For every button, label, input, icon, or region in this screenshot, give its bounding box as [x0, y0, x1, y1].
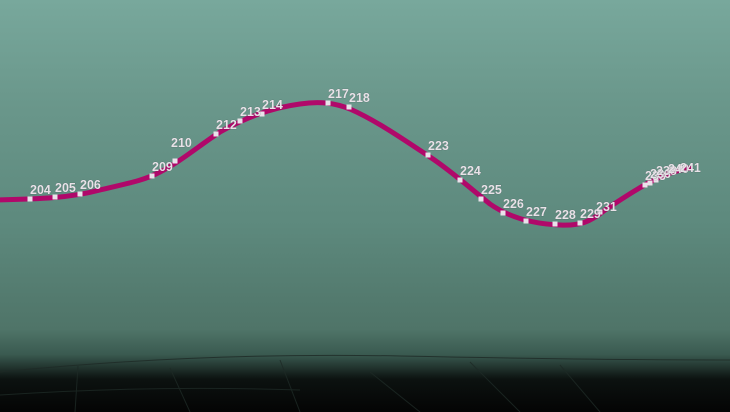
waypoint-marker: [259, 111, 265, 117]
waypoint-marker: [457, 177, 463, 183]
track-line: [0, 100, 693, 228]
waypoint-label: 212: [216, 118, 237, 132]
waypoint-label: 236: [650, 167, 671, 181]
waypoint-marker: [653, 177, 659, 183]
waypoint-label: 229: [580, 207, 601, 221]
waypoint-marker: [577, 220, 583, 226]
waypoint-marker: [500, 210, 506, 216]
waypoint-marker: [27, 196, 33, 202]
waypoint-marker: [478, 196, 484, 202]
waypoint-marker: [213, 131, 219, 137]
waypoint-label: 206: [80, 178, 101, 192]
waypoint-label: 238: [656, 164, 677, 178]
waypoint-label: 240: [668, 162, 689, 176]
waypoint-label: 226: [503, 197, 524, 211]
waypoint-marker: [642, 182, 648, 188]
waypoint-marker: [552, 221, 558, 227]
waypoint-label: 225: [481, 183, 502, 197]
waypoint-label: 205: [55, 181, 76, 195]
waypoint-marker: [52, 194, 58, 200]
waypoint-marker: [149, 173, 155, 179]
waypoint-label: 210: [171, 136, 192, 150]
waypoint-label: 241: [680, 161, 701, 175]
waypoint-marker: [237, 118, 243, 124]
waypoint-label: 223: [428, 139, 449, 153]
waypoint-marker: [425, 152, 431, 158]
waypoint-marker: [647, 180, 653, 186]
waypoint-markers: [27, 100, 683, 227]
waypoint-label: 231: [596, 200, 617, 214]
waypoint-label: 218: [349, 91, 370, 105]
waypoint-label: 214: [262, 98, 283, 112]
waypoint-label: 224: [460, 164, 481, 178]
waypoint-label: 204: [30, 183, 51, 197]
waypoint-label: 213: [240, 105, 261, 119]
waypoint-label: 217: [328, 87, 349, 101]
waypoint-label: 233: [645, 169, 666, 183]
waypoint-marker: [677, 165, 683, 171]
waypoint-marker: [325, 100, 331, 106]
waypoint-label: 228: [555, 208, 576, 222]
waypoint-label: 209: [152, 160, 173, 174]
waypoint-marker: [172, 158, 178, 164]
waypoint-marker: [346, 104, 352, 110]
waypoint-marker: [523, 218, 529, 224]
waypoint-marker: [669, 166, 675, 172]
waypoint-marker: [77, 191, 83, 197]
waypoint-marker: [597, 209, 603, 215]
waypoint-label: 227: [526, 205, 547, 219]
